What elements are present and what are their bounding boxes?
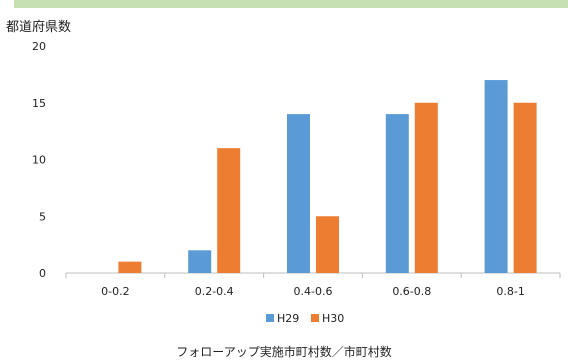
bar-h30-0-0.2 bbox=[118, 261, 142, 273]
x-tick-label: 0.6-0.8 bbox=[392, 285, 431, 298]
legend-swatch-h29 bbox=[266, 314, 274, 322]
header-band bbox=[14, 0, 568, 8]
y-tick-label: 5 bbox=[39, 210, 46, 223]
x-tick-label: 0.4-0.6 bbox=[294, 285, 333, 298]
y-axis-title: 都道府県数 bbox=[6, 20, 72, 35]
legend-label-h30: H30 bbox=[322, 312, 344, 325]
y-tick-label: 0 bbox=[39, 267, 46, 280]
bar-chart: 0 5 10 15 20 0-0.2 0.2-0.4 0.4-0.6 0.6-0.8 0.8-1… bbox=[32, 40, 561, 325]
bar-h29-0.4-0.6 bbox=[287, 114, 310, 273]
legend: H29 H30 bbox=[266, 312, 344, 325]
x-axis-ticks bbox=[65, 273, 561, 278]
y-tick-label: 15 bbox=[32, 97, 46, 110]
bar-h29-0.6-0.8 bbox=[385, 114, 409, 273]
x-tick-label: 0-0.2 bbox=[101, 285, 129, 298]
bar-h30-0.8-1 bbox=[513, 102, 537, 273]
bar-h29-0.2-0.4 bbox=[188, 250, 212, 273]
bar-h30-0.4-0.6 bbox=[316, 216, 339, 273]
x-tick-label: 0.2-0.4 bbox=[195, 285, 234, 298]
x-axis-title: フォローアップ実施市町村数／市町村数 bbox=[176, 345, 392, 359]
bars bbox=[118, 80, 537, 273]
x-tick-label: 0.8-1 bbox=[496, 285, 524, 298]
y-tick-label: 10 bbox=[32, 154, 46, 167]
x-axis-labels: 0-0.2 0.2-0.4 0.4-0.6 0.6-0.8 0.8-1 bbox=[101, 285, 525, 298]
legend-label-h29: H29 bbox=[277, 312, 299, 325]
bar-h29-0.8-1 bbox=[484, 80, 508, 273]
bar-h30-0.2-0.4 bbox=[217, 148, 241, 273]
legend-swatch-h30 bbox=[311, 314, 319, 322]
bar-h30-0.6-0.8 bbox=[414, 102, 438, 273]
y-tick-label: 20 bbox=[32, 40, 46, 53]
y-axis-ticks: 0 5 10 15 20 bbox=[32, 40, 46, 280]
